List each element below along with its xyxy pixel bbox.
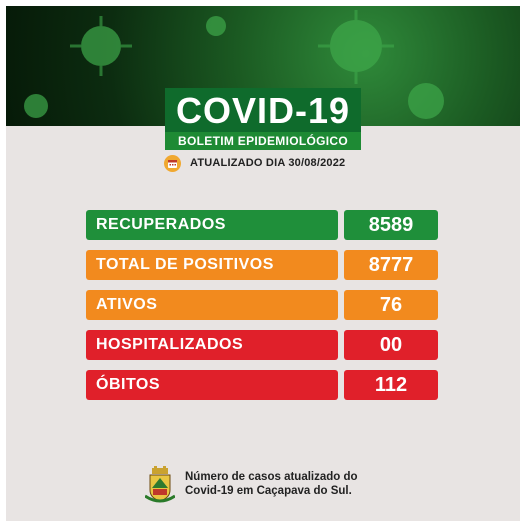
stat-value: 112 <box>374 374 408 396</box>
stat-label-box: ÓBITOS <box>86 370 338 400</box>
stat-label: RECUPERADOS <box>96 216 226 233</box>
updated-date: ATUALIZADO DIA 30/08/2022 <box>190 157 346 169</box>
stat-label: TOTAL DE POSITIVOS <box>96 256 274 273</box>
stat-value: 76 <box>379 294 403 316</box>
footer-text: Número de casos atualizado do Covid-19 e… <box>185 470 358 498</box>
stat-row: TOTAL DE POSITIVOS 8777 <box>86 250 438 280</box>
footer: Número de casos atualizado do Covid-19 e… <box>145 466 405 506</box>
stat-label-box: RECUPERADOS <box>86 210 338 240</box>
stat-label: ÓBITOS <box>96 376 161 393</box>
stat-value: 8589 <box>368 214 414 236</box>
page-subtitle: BOLETIM EPIDEMIOLÓGICO <box>178 134 348 148</box>
stat-value-box: 112 <box>344 370 438 400</box>
subtitle-box: BOLETIM EPIDEMIOLÓGICO <box>165 132 361 150</box>
stat-value-box: 00 <box>344 330 438 360</box>
bulletin-card: COVID-19 BOLETIM EPIDEMIOLÓGICO ATUALIZA… <box>6 6 520 521</box>
stat-label-box: HOSPITALIZADOS <box>86 330 338 360</box>
page-title: COVID-19 <box>175 90 351 131</box>
footer-line-2: Covid-19 em Caçapava do Sul. <box>185 485 352 497</box>
stat-value-box: 8777 <box>344 250 438 280</box>
municipal-crest-icon <box>145 466 175 503</box>
stat-value-box: 8589 <box>344 210 438 240</box>
stat-row: RECUPERADOS 8589 <box>86 210 438 240</box>
footer-line-1: Número de casos atualizado do <box>185 471 358 483</box>
stat-row: HOSPITALIZADOS 00 <box>86 330 438 360</box>
updated-row: ATUALIZADO DIA 30/08/2022 <box>164 153 345 173</box>
title-box: COVID-19 <box>165 88 361 132</box>
stat-label-box: ATIVOS <box>86 290 338 320</box>
stat-row: ÓBITOS 112 <box>86 370 438 400</box>
calendar-icon <box>164 154 181 172</box>
virus-icon <box>24 10 444 119</box>
stat-value: 8777 <box>368 254 414 276</box>
stat-label-box: TOTAL DE POSITIVOS <box>86 250 338 280</box>
stat-value: 00 <box>379 334 403 356</box>
stat-label: ATIVOS <box>96 296 158 313</box>
stat-value-box: 76 <box>344 290 438 320</box>
stat-label: HOSPITALIZADOS <box>96 336 244 353</box>
stat-row: ATIVOS 76 <box>86 290 438 320</box>
